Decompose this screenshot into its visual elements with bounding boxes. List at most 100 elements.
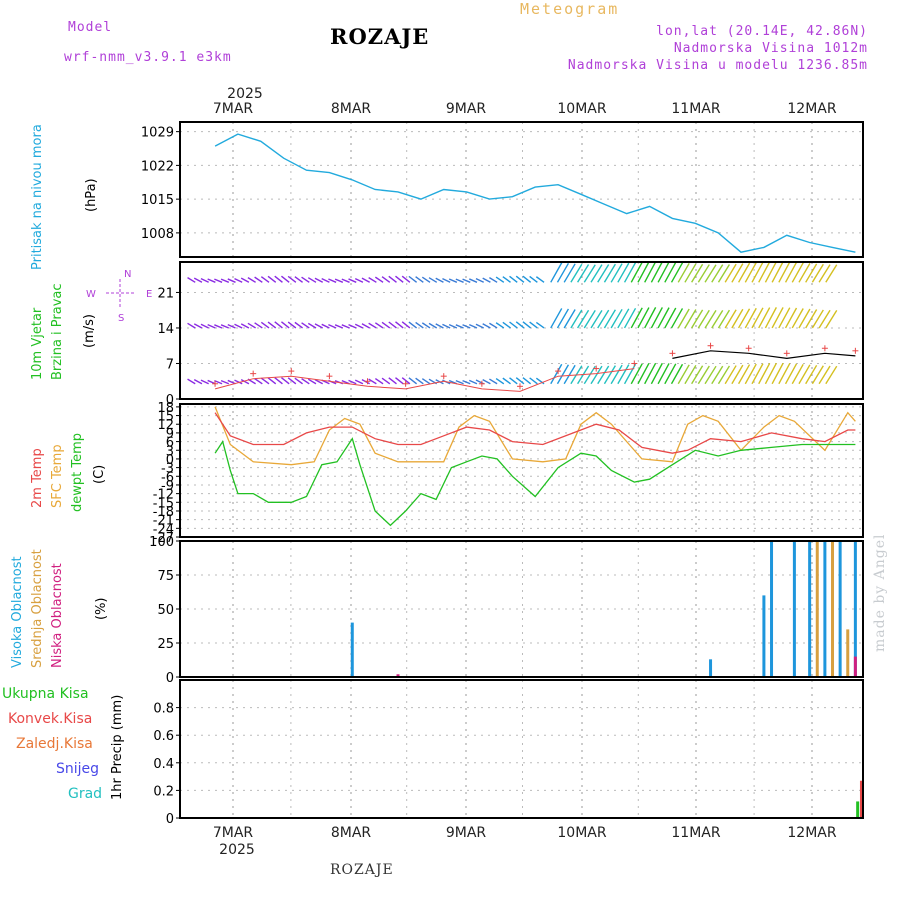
wind-barb (260, 276, 270, 283)
wind-barb (361, 323, 370, 329)
wind-barb (577, 264, 590, 283)
wind-barb (670, 308, 684, 329)
wind-barb (247, 322, 256, 329)
wind-barb (650, 307, 663, 329)
wind-barb (583, 365, 596, 385)
wind-barb (737, 308, 751, 329)
wind-barb (717, 264, 731, 283)
wind-barb (590, 309, 603, 329)
panel-frame (179, 121, 864, 258)
wind-barb (227, 278, 236, 283)
wind-barb (731, 308, 744, 329)
wind-barb (657, 307, 670, 329)
wind-barb (287, 321, 297, 329)
wind-barb (254, 378, 263, 385)
wind-barb (307, 378, 317, 385)
temp2m-line (214, 412, 856, 454)
wind-barb (274, 321, 283, 329)
wind-barb (220, 324, 230, 329)
wind-barb (401, 377, 411, 385)
wind-barb (267, 321, 277, 329)
wind-barb (193, 277, 203, 283)
wind-barb (603, 309, 616, 329)
wind-barb (570, 309, 583, 329)
model-name: wrf-nmm_v3.9.1 e3km (64, 50, 232, 65)
wind-barb (751, 261, 764, 283)
wind-barb (227, 323, 236, 329)
wind-barb (704, 310, 717, 329)
y-tick-label: -27 (153, 531, 174, 546)
wind-barb (321, 323, 330, 329)
wind-barb (758, 261, 771, 283)
wind-barb (301, 322, 310, 329)
wind-barb (267, 377, 277, 385)
wind-barb (408, 377, 418, 385)
wind-barb (570, 263, 583, 283)
wind-barb (428, 322, 438, 329)
wind-barb (704, 264, 717, 283)
wind-barb (274, 377, 283, 385)
wind-barb (684, 364, 697, 385)
wind-barb (240, 379, 250, 385)
wind-barb (623, 363, 637, 385)
wind-barb (603, 365, 616, 385)
wind-barb (724, 263, 737, 283)
y-tick-label: 1015 (141, 193, 174, 208)
date-label-top: 12MAR (787, 101, 836, 117)
wind-barb (448, 324, 458, 329)
wind-barb (818, 309, 831, 329)
wind-barb (818, 264, 831, 283)
wind-barb (361, 277, 370, 283)
wind-barb (395, 321, 404, 329)
wind-barb (704, 365, 717, 385)
wind-barb (193, 323, 203, 329)
wind-barb (234, 379, 243, 385)
y-tick-label: 18 (157, 401, 174, 416)
wind-barb (334, 324, 344, 329)
wind-barb (784, 307, 798, 329)
wind-barb (468, 278, 478, 283)
cloud-bar (808, 541, 812, 677)
cloud-bar (831, 541, 835, 677)
wind-barb (442, 323, 451, 329)
wind-barb (482, 277, 491, 283)
wind-barb (489, 322, 498, 329)
wind-barb (630, 261, 643, 283)
wind-barb (495, 322, 505, 329)
wind-barb (744, 262, 757, 283)
wind-barb (482, 323, 491, 329)
y-tick-label: 0.6 (153, 729, 174, 744)
page-title: ROZAJE (330, 24, 430, 49)
wind-barb (644, 261, 657, 283)
wind-barb (590, 264, 603, 283)
wind-barb (811, 309, 824, 329)
wind-barb (321, 278, 330, 283)
wind-barb (751, 363, 764, 385)
wind-barb (563, 364, 576, 385)
wind-barb (556, 364, 570, 385)
sfc-temp-line (214, 406, 856, 466)
date-label-bottom: 7MAR (213, 825, 254, 841)
wind-barb (495, 276, 505, 283)
y-tick-label: 25 (157, 637, 174, 652)
wind-barb (744, 363, 757, 385)
wind-barb (603, 263, 616, 283)
wind-barb (825, 365, 838, 385)
date-label-top: 9MAR (446, 101, 487, 117)
panel-frame (179, 540, 864, 678)
wind-barb (617, 308, 630, 329)
altitude-text: Nadmorska Visina 1012m (673, 41, 868, 56)
wind-barb (475, 277, 484, 283)
wind-barb (697, 264, 710, 283)
y-tick-label: 14 (157, 322, 174, 337)
wind-barb (260, 377, 270, 385)
wind-barb (644, 307, 657, 329)
wind-barb (294, 321, 303, 329)
wind-barb (214, 278, 223, 283)
y-tick-label: 0 (166, 393, 174, 408)
wind-barb (784, 262, 798, 283)
wind-barb (778, 261, 791, 283)
wind-barb (187, 322, 196, 329)
date-label-bottom: 11MAR (671, 825, 720, 841)
y-tick-label: 0 (166, 812, 174, 827)
